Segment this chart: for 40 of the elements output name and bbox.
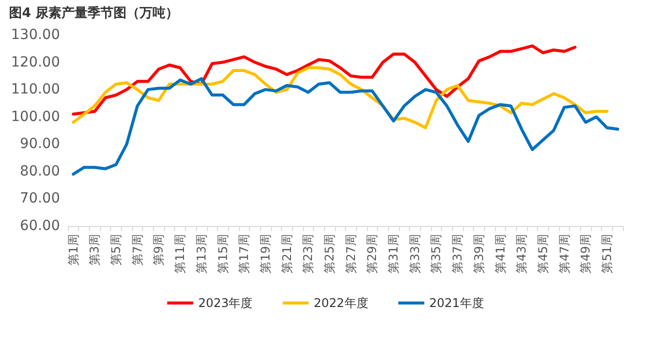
y-tick-label: 60.00 [20,218,60,234]
y-tick-label: 80.00 [20,163,60,180]
x-tick-label: 第7周 [130,234,144,266]
legend-label: 2021年度 [429,296,484,310]
x-tick-label: 第19周 [258,234,272,274]
x-tick-label: 第27周 [344,234,358,274]
x-tick-label: 第1周 [66,234,80,266]
x-tick-label: 第3周 [88,234,102,266]
x-tick-label: 第21周 [280,234,294,274]
y-tick-label: 120.00 [11,54,60,70]
legend-label: 2023年度 [198,296,253,310]
y-tick-label: 100.00 [11,108,60,125]
line-series [72,77,620,176]
x-tick-label: 第47周 [557,234,572,274]
y-tick-label: 130.00 [11,27,60,43]
x-tick-label: 第23周 [301,234,316,274]
line-series [72,44,576,116]
x-tick-label: 第51周 [600,234,614,274]
x-tick-label: 第31周 [386,234,401,274]
x-tick-label: 第9周 [152,234,166,266]
x-tick-label: 第17周 [237,234,252,274]
chart-title: 图4 尿素产量季节图（万吨） [9,5,179,21]
y-tick-label: 90.00 [20,136,60,152]
legend-label: 2022年度 [314,296,368,310]
x-tick-label: 第33周 [408,234,422,274]
x-tick-label: 第25周 [322,234,336,274]
x-tick-label: 第45周 [536,234,550,274]
y-tick-label: 110.00 [11,82,60,98]
x-tick-label: 第11周 [173,234,188,274]
x-tick-label: 第43周 [514,234,529,274]
x-tick-label: 第49周 [578,234,593,274]
x-tick-label: 第39周 [472,234,486,274]
x-tick-label: 第15周 [216,234,230,274]
x-tick-label: 第35周 [429,234,444,274]
x-tick-label: 第37周 [450,234,465,274]
x-tick-label: 第13周 [194,234,208,274]
x-tick-label: 第29周 [365,234,380,274]
x-tick-label: 第41周 [493,234,508,274]
x-tick-label: 第5周 [109,234,124,266]
y-tick-label: 70.00 [20,190,60,207]
